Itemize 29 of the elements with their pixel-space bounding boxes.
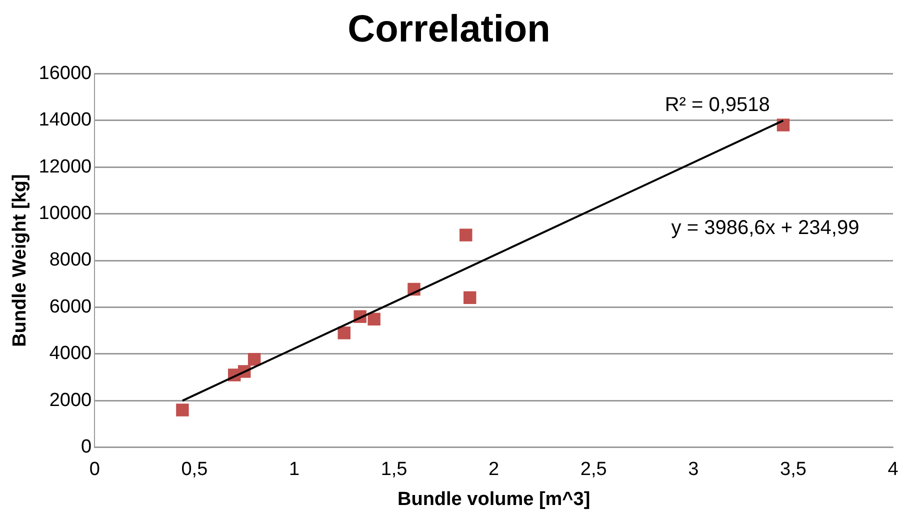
x-tick-label: 3	[688, 459, 699, 480]
y-tick-label: 2000	[49, 390, 92, 411]
x-tick-label: 1	[288, 459, 300, 480]
point	[176, 404, 189, 416]
y-tick-label: 0	[81, 436, 92, 458]
x-tick-label: 3,5	[780, 459, 806, 480]
y-tick-label: 14000	[38, 110, 92, 131]
point	[368, 312, 380, 326]
point	[464, 291, 476, 304]
y-tick-label: 12000	[38, 156, 92, 178]
y-tick-label: 8000	[49, 250, 92, 271]
chart-title: Correlation	[348, 8, 550, 50]
x-tick-label: 0,5	[181, 459, 208, 480]
x-tick-label: 2,5	[580, 459, 607, 480]
y-tick-label: 10000	[38, 203, 92, 224]
point	[338, 326, 350, 340]
y-tick-label: 6000	[49, 296, 92, 318]
x-tick-label: 1,5	[380, 459, 408, 480]
point	[776, 118, 790, 132]
y-axis-title: Bundle Weight [kg]	[10, 174, 31, 347]
annotation: y = 3986,6x + 234,99	[671, 217, 860, 240]
point	[460, 228, 472, 242]
x-tick-label: 4	[888, 459, 899, 480]
y-tick-label: 16000	[38, 62, 92, 84]
point	[248, 352, 261, 366]
annotation: R² = 0,9518	[664, 94, 770, 116]
y-tick-label: 4000	[49, 343, 92, 364]
x-tick-label: 2	[488, 459, 500, 480]
x-axis-title: Bundle volume [m^3]	[397, 488, 590, 510]
